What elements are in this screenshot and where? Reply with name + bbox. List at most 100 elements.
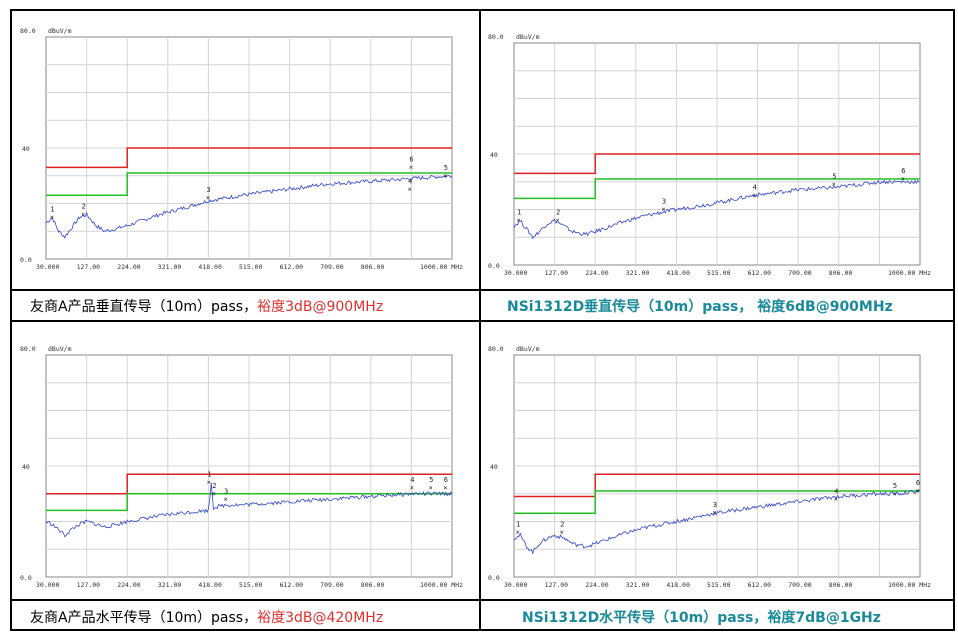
x-tick-label: 127.00 [545, 269, 569, 277]
divider-caption-bottom [12, 599, 953, 601]
x-tick-label: 1000.00 MHz [420, 263, 463, 271]
peak-marker-x: × [555, 217, 559, 225]
x-tick-label: 1000.00 MHz [888, 269, 931, 277]
x-tick-label: 1000.00 MHz [420, 581, 463, 589]
y-max-label: 80.0 [488, 33, 504, 41]
y-min-label: 0.0 [488, 574, 500, 582]
peak-marker-label: 2 [212, 482, 216, 490]
y-min-label: 0.0 [20, 256, 32, 264]
peak-marker-label: 6 [444, 476, 448, 484]
x-tick-label: 418.00 [198, 263, 222, 271]
x-tick-label: 321.00 [158, 263, 182, 271]
unit-label: dBuV/m [48, 345, 72, 353]
y-max-label: 80.0 [488, 345, 504, 353]
unit-label: dBuV/m [48, 27, 72, 35]
caption-margin: 裕度6dB@900MHz [757, 299, 893, 315]
peak-marker-label: 3 [224, 487, 228, 495]
peak-marker-label: 3 [713, 501, 717, 509]
x-tick-label: 709.00 [788, 581, 812, 589]
caption-text: NSi1312D水平传导（10m）pass， [522, 610, 768, 626]
chart-panel-vendor-a-horizontal: 80.0 dBuV/m 40 0.0 30.000 127.00 224.00 321.00 4… [20, 345, 463, 589]
y-mid-label: 40 [22, 463, 30, 471]
peak-marker-x: × [834, 495, 838, 503]
peak-marker-x: × [409, 163, 413, 171]
chart-panel-nsi1312d-horizontal: 80.0 dBuV/m 40 0.0 30.000 127.00 224.00 321.00 4… [488, 345, 931, 589]
x-tick-label: 127.00 [77, 581, 101, 589]
x-tick-label: 806.00 [361, 263, 385, 271]
measurement-trace [45, 174, 453, 239]
x-tick-label: 709.00 [320, 263, 344, 271]
limit-line-lower [46, 172, 452, 196]
peak-marker-x: × [206, 194, 210, 202]
x-tick-label: 612.00 [748, 269, 772, 277]
chart-panel-vendor-a-vertical: 80.0 dBuV/m 40 0.0 30.000 127.00 224.00 321.00 4… [20, 27, 463, 271]
x-tick-label: 806.00 [829, 269, 853, 277]
peak-marker-x: × [560, 529, 564, 537]
x-tick-label: 515.00 [707, 269, 731, 277]
divider-middle [12, 320, 953, 322]
x-tick-label: 30.000 [504, 269, 528, 277]
x-tick-label: 806.00 [361, 581, 385, 589]
y-mid-label: 40 [490, 151, 498, 159]
x-tick-label: 224.00 [585, 581, 609, 589]
x-tick-label: 709.00 [788, 269, 812, 277]
caption-margin: 裕度7dB@1GHz [767, 610, 881, 626]
x-tick-label: 806.00 [829, 581, 853, 589]
peak-marker-x: × [429, 484, 433, 492]
measurement-trace [513, 179, 921, 240]
x-tick-label: 321.00 [626, 269, 650, 277]
x-tick-label: 612.00 [748, 581, 772, 589]
x-tick-label: 709.00 [320, 581, 344, 589]
x-tick-label: 321.00 [158, 581, 182, 589]
peak-marker-x: × [661, 206, 665, 214]
peak-marker-x: × [892, 490, 896, 498]
peak-marker-x: × [443, 484, 447, 492]
comparison-grid: 80.0 dBuV/m 40 0.0 30.000 127.00 224.00 321.00 4… [10, 9, 955, 631]
limit-line-upper [46, 473, 452, 495]
y-max-label: 80.0 [20, 27, 36, 35]
peak-marker-x: × [901, 175, 905, 183]
chart-panel-nsi1312d-vertical: 80.0 dBuV/m 40 0.0 30.000 127.00 224.00 321.00 4… [488, 33, 931, 277]
x-tick-label: 224.00 [117, 581, 141, 589]
x-tick-label: 418.00 [666, 581, 690, 589]
x-tick-label: 30.000 [36, 263, 60, 271]
x-tick-label: 30.000 [504, 581, 528, 589]
caption-nsi1312d-horizontal: NSi1312D水平传导（10m）pass，裕度7dB@1GHz [522, 607, 881, 627]
limit-line-lower [46, 493, 452, 512]
measurement-trace [513, 489, 921, 555]
x-tick-label: 127.00 [77, 263, 101, 271]
x-tick-label: 127.00 [545, 581, 569, 589]
x-tick-label: 515.00 [707, 581, 731, 589]
x-tick-label: 321.00 [626, 581, 650, 589]
peak-marker-x: × [207, 479, 211, 487]
divider-caption-top [12, 289, 953, 291]
peak-marker-label: 2 [560, 521, 564, 529]
caption-vendor-a-vertical: 友商A产品垂直传导（10m）pass，裕度3dB@900MHz [30, 296, 383, 316]
peak-marker-label: 5 [832, 173, 836, 181]
peak-marker-label: 5 [444, 164, 448, 172]
x-tick-label: 224.00 [585, 269, 609, 277]
unit-label: dBuV/m [516, 345, 540, 353]
x-tick-label: 418.00 [198, 581, 222, 589]
measurement-trace [45, 482, 453, 538]
caption-vendor-a-horizontal: 友商A产品水平传导（10m）pass，裕度3dB@420MHz [30, 607, 383, 627]
peak-marker-x: × [81, 211, 85, 219]
peak-marker-x: × [517, 217, 521, 225]
peak-marker-label: 2 [82, 203, 86, 211]
x-tick-label: 1000.00 MHz [888, 581, 931, 589]
peak-marker-label: 1 [516, 521, 520, 529]
caption-nsi1312d-vertical: NSi1312D垂直传导（10m）pass， 裕度6dB@900MHz [507, 296, 893, 316]
peak-marker-label: 4 [834, 487, 838, 495]
y-max-label: 80.0 [20, 345, 36, 353]
peak-marker-x: × [832, 181, 836, 189]
y-min-label: 0.0 [20, 574, 32, 582]
x-tick-label: 224.00 [117, 263, 141, 271]
peak-marker-label: 4 [408, 178, 412, 186]
x-tick-label: 418.00 [666, 269, 690, 277]
peak-marker-label: 2 [556, 209, 560, 217]
limit-line-upper [514, 473, 920, 498]
x-tick-label: 515.00 [239, 581, 263, 589]
peak-marker-label: 6 [901, 167, 905, 175]
peak-marker-label: 1 [207, 471, 211, 479]
peak-marker-x: × [915, 487, 919, 495]
